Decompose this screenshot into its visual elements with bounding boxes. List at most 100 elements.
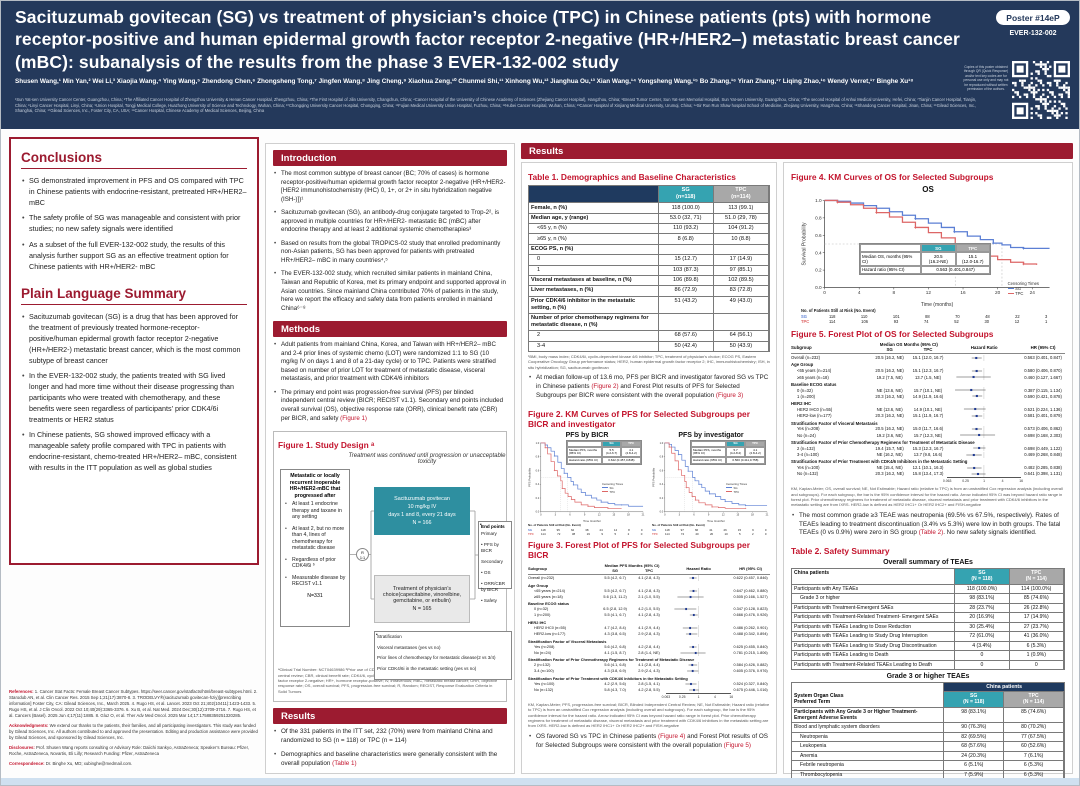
svg-text:15: 15 [736,512,739,516]
list-item: • OS [481,570,509,576]
list-item: The primary end point was progression-fr… [273,389,507,423]
svg-text:0.2: 0.2 [815,268,822,273]
introduction-header: Introduction [273,150,507,166]
study-id: EVER-132-002 [1009,30,1057,37]
forest-row: No (n=132) 5.8 (4.3, 7.0) 4.2 (2.8, 5.5) 0.… [534,686,768,693]
table2-sub2: Grade 3 or higher TEAEs [886,673,970,681]
forest-group-label: Stratification Factor of Prior Chemother… [791,439,975,445]
forest-group-label: HER2 IHC [791,401,812,407]
list-item: In the EVER-132-002 study, the patients … [21,371,247,425]
table-row: Febrile neutropenia 6 (5.1%) 6 (5.3%) [792,761,1064,771]
forest-row: No (n=24) 4.1 (1.5, 8.7) 2.8 (1.4, NE) 0.78… [534,649,768,656]
forest-row: HER2-low (n=177) 20.3 (16.2, NE) 15.1 (11.… [797,412,1062,419]
table-row: 1 103 (87.3) 97 (85.1) [529,265,769,276]
affiliations: ¹Sun Yat-sen University Cancer Center, G… [15,97,977,114]
table-row: 2 68 (57.6) 64 (56.1) [529,331,769,342]
column-conclusions: Conclusions SG demonstrated improvement … [9,137,259,766]
svg-text:0.4: 0.4 [815,250,822,255]
list-item: Sacituzumab govitecan (SG) is a drug tha… [21,312,247,366]
figure1-note: Treatment was continued until progressio… [348,453,506,466]
forest-row: 1 (n=200) 20.3 (16.2, NE) 14.9 (11.9, 16.6… [797,393,1062,400]
methods-header: Methods [273,321,507,338]
svg-text:0.0: 0.0 [660,509,664,513]
list-item: Stratification [377,634,509,640]
svg-text:12: 12 [598,512,601,516]
list-item: SG demonstrated improvement in PFS and O… [21,176,247,208]
svg-text:1.0: 1.0 [660,440,664,444]
figure5-footnote: KM, Kaplan-Meier; OS, overall survival; … [791,486,1063,508]
forest-row: 0 (n=32) 6.5 (2.8, 12.9) 4.2 (1.0, 5.5) 0.3… [534,606,768,613]
followup-bullet-list: At median follow-up of 13.6 mo, PFS per … [528,374,770,400]
km-legend: Censoring Times SG TPC [1007,281,1039,296]
svg-text:0.8: 0.8 [660,454,664,458]
table-row: Number of prior chemotherapy regimens fo… [529,313,769,332]
disclosures: Disclosures: Prof. Shusen Wang reports c… [9,745,249,757]
forest-row: Yes (n=208) 5.6 (4.2, 6.8) 4.2 (2.8, 4.4) 0… [534,643,768,650]
figure1-diagram: Treatment was continued until progressio… [278,453,512,680]
forest-row: Overall (n=232) 20.5 (16.2, NE) 15.1 (12.0… [791,354,1062,361]
authors-line: Shusen Wang,¹ Min Yan,² Wei Li,³ Xiaojia… [15,78,914,85]
table-row: Female, n (%) 118 (100.0) 113 (99.1) [529,203,769,214]
table2-grade3-rows: Participants with Any Grade 3 or Higher … [792,707,1064,785]
forest-row: 3-4 (n=100) 4.3 (3.8, 6.9) 2.9 (2.4, 4.3) 0… [534,668,768,675]
pls-list: Sacituzumab govitecan (SG) is a drug tha… [21,312,247,473]
forest-group-label: Baseline ECOG status [528,601,570,607]
introduction-list: The most common subtype of breast cancer… [273,170,507,313]
forest-group-label: Baseline ECOG status [791,381,837,387]
column-os-safety: Figure 4. KM Curves of OS for Selected S… [783,162,1073,785]
list-item: The EVER-132-002 study, which recruited … [273,270,507,313]
table-row: Prior CDK4/6 inhibitor in the metastatic… [529,296,769,314]
endpoints-list: Primary • PFS by BICR Secondary • OS • ORR/C… [481,531,509,604]
results-header-main: Results [521,143,1073,159]
forest-row: No (n=24) 19.2 (3.6, NE) 15.7 (12.3, NE) 0.… [797,432,1062,439]
list-item: Based on results from the global TROPiCS… [273,240,507,266]
bottom-accent-strip [1,778,1079,785]
stratification-box: Stratification Visceral metastases (yes v… [374,631,512,680]
table-row: Anemia 24 (20.3%) 7 (6.1%) [792,751,1064,762]
forest-row: Yes (n=100) 4.2 (2.9, 5.6) 2.8 (1.5, 4.1) 0… [534,680,768,687]
list-item: • Safety [481,598,509,604]
svg-text:18: 18 [751,512,754,516]
forest-row: 0 (n=32) NE (13.6, NE) 15.7 (10.1, NE) 0.38… [797,387,1062,394]
table-row: Liver metastases, n (%) 86 (72.9) 83 (72.8… [529,286,769,297]
endpoints-box: End points Primary• PFS by BICRSecondary… [478,521,512,603]
list-item: Secondary [481,559,509,565]
forest-row: HER2 IHC0 (n=55) 4.7 (4.2, 8.4) 4.1 (2.9, … [534,624,768,631]
svg-text:0.0: 0.0 [536,509,540,513]
table1-title: Table 1. Demographics and Baseline Chara… [528,172,736,182]
table-row: Median age, y (range) 53.0 (32, 71) 51.0 (… [529,213,769,225]
svg-text:9: 9 [708,512,710,516]
forest-axis: 0.063 0.25 1 4 16 [661,692,734,699]
list-item: Prior CDK4/6i in the metastatic setting … [377,666,509,672]
table-row: Participants with TEAEs Leading to Study… [792,632,1064,642]
methods-list: Adult patients from mainland China, Kore… [273,341,507,423]
teae-bullet: The most common grade ≥3 TEAE was neutro… [791,512,1065,538]
list-item: The most common subtype of breast cancer… [273,170,507,204]
column-efficacy: Table 1. Demographics and Baseline Chara… [521,162,777,774]
forest-row: 2 (n=132) 19.4 (15.7, NE) 15.3 (12.3, 16.7… [797,445,1062,452]
svg-text:0.8: 0.8 [815,215,822,220]
forest-row: No (n=132) 20.3 (16.2, NE) 15.8 (13.4, 17.… [797,470,1062,477]
svg-text:0.2: 0.2 [536,495,540,499]
figure1-box: Figure 1. Study Design ᵃ Treatment was c… [273,431,512,703]
footer-block: References: 1. Cancer Stat Facts: Female… [9,689,261,771]
table2-overall: China patients SG (N = 118) TPC (N = 114… [791,568,1065,671]
figure5-forest-plot: Subgroup Median OS Months (95% CI) SG TPC Ha… [791,342,1065,484]
table-row: Participants with TEAEs Leading to Death… [792,651,1064,661]
table-row: Participants with TEAEs Leading to Dose … [792,622,1064,633]
figure3-title: Figure 3. Forest Plot of PFS for Selecte… [528,540,750,561]
figure2-panel-investigator: PFS by investigator 0.0 0.2 0.4 0.6 0.8 1.0 0 3… [652,431,770,537]
table1-header: SG (n=118) TPC (n=114) [529,186,769,204]
svg-text:15: 15 [612,512,615,516]
table-row: Leukopenia 68 (57.6%) 60 (52.6%) [792,742,1064,752]
km-risk-table: No. of Patients Still at Risk (No. Event… [801,308,1048,325]
table2-overall-header: China patients SG (N = 118) TPC (N = 114… [792,569,1064,585]
km-stats-table: SG TPC Median PFS, months (95% CI) 5.5 (4.2… [566,439,642,465]
svg-text:0: 0 [540,512,542,516]
table2-grade3-span-header: China patients [792,683,1064,693]
forest-row: 2 (n=132) 5.6 (4.1, 6.8) 4.1 (2.8, 4.4) 0.5… [534,662,768,669]
svg-text:0.6: 0.6 [536,468,540,472]
poster-body: Conclusions SG demonstrated improvement … [1,129,1079,785]
svg-text:8: 8 [892,290,895,295]
svg-text:0.4: 0.4 [536,482,540,486]
